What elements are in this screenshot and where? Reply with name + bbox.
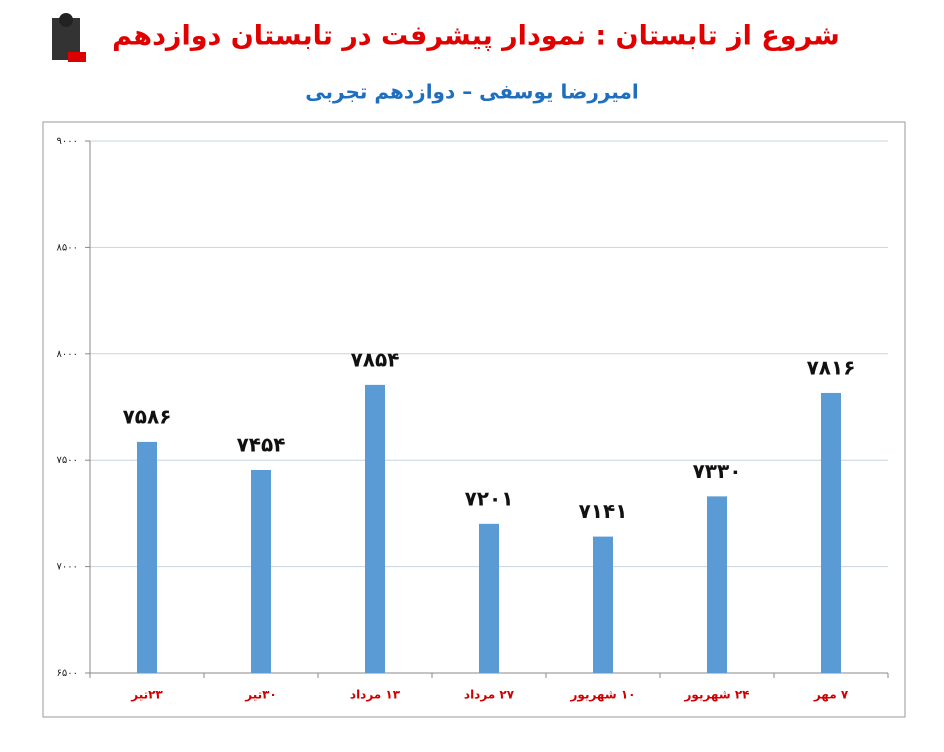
- bar: [251, 469, 271, 673]
- y-tick-label: ۹۰۰۰: [57, 136, 78, 147]
- x-tick-label: ۱۰ شهریور: [570, 688, 636, 703]
- y-tick-label: ۷۰۰۰: [57, 562, 78, 573]
- x-tick-label: ۲۷ مرداد: [464, 688, 515, 702]
- y-tick-label: ۸۰۰۰: [57, 349, 78, 360]
- y-tick-label: ۶۵۰۰: [57, 668, 78, 679]
- value-label: ۷۵۸۶: [123, 404, 172, 428]
- value-label: ۷۳۳۰: [693, 459, 742, 483]
- value-label: ۷۱۴۱: [579, 499, 628, 523]
- value-label: ۷۲۰۱: [465, 486, 514, 510]
- bar: [821, 392, 841, 673]
- x-tick-label: ۳۰تیر: [244, 688, 277, 702]
- x-tick-label: ۱۳ مرداد: [350, 688, 401, 702]
- x-tick-label: ۷ مهر: [813, 688, 849, 702]
- bar: [365, 384, 385, 673]
- value-label: ۷۸۱۶: [807, 355, 856, 379]
- chart-title: شروع از تابستان : نمودار پیشرفت در تابست…: [112, 21, 840, 52]
- x-tick-label: ۲۳تیر: [130, 688, 163, 702]
- logo: [52, 13, 86, 62]
- y-tick-label: ۸۵۰۰: [57, 242, 78, 253]
- value-label: ۷۴۵۴: [237, 432, 286, 456]
- chart-subtitle: امیررضا یوسفی – دوازدهم تجربی: [305, 80, 638, 104]
- y-tick-label: ۷۵۰۰: [57, 455, 78, 466]
- bar: [479, 523, 499, 673]
- x-tick-label: ۲۴ شهریور: [684, 688, 750, 703]
- bar: [707, 496, 727, 673]
- bar: [137, 441, 157, 673]
- plot-frame: [42, 121, 906, 718]
- bar: [593, 536, 613, 673]
- value-label: ۷۸۵۴: [351, 347, 400, 371]
